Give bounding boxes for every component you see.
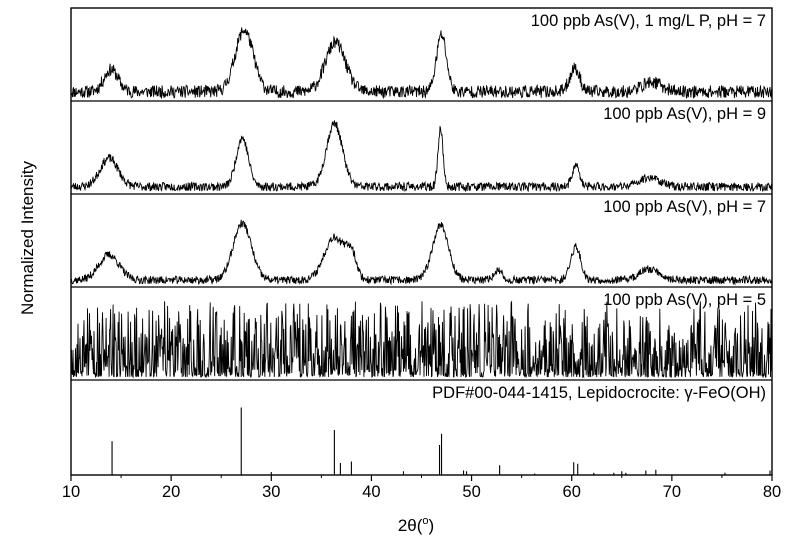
- x-tick-label: 60: [563, 483, 581, 501]
- reference-label-end: -FeO(OH): [693, 384, 766, 402]
- x-axis-ticks: 10 20 30 40 50 60 70 80: [62, 475, 781, 501]
- panel-labels: 100 ppb As(V), 1 mg/L P, pH = 7 100 ppb A…: [432, 12, 766, 402]
- trace-1: [70, 27, 773, 100]
- panel-label-2: 100 ppb As(V), pH = 9: [603, 105, 766, 123]
- x-tick-label: 80: [763, 483, 781, 501]
- reference-lines: [111, 407, 771, 475]
- x-tick-label: 50: [462, 483, 480, 501]
- plot-border: [70, 7, 773, 476]
- panel-label-3: 100 ppb As(V), pH = 7: [603, 198, 766, 216]
- x-tick-label: 10: [62, 483, 80, 501]
- plot-frame: [70, 7, 773, 476]
- trace-2: [70, 119, 773, 193]
- xrd-traces: [70, 27, 773, 379]
- x-tick-label: 20: [162, 483, 180, 501]
- x-axis-title-end: ): [429, 516, 435, 535]
- x-axis-title-base: 2θ(: [398, 516, 423, 535]
- trace-3: [70, 219, 773, 286]
- reference-label-gamma: γ: [684, 384, 693, 402]
- reference-label: PDF#00-044-1415, Lepidocrocite: γ-FeO(OH…: [432, 384, 766, 402]
- x-tick-label: 30: [262, 483, 280, 501]
- x-axis-title-degree: o: [422, 515, 428, 527]
- y-axis-title: Normalized Intensity: [18, 161, 37, 316]
- trace-4: [70, 300, 773, 379]
- x-axis-title: 2θ(o): [398, 515, 434, 535]
- panel-label-1: 100 ppb As(V), 1 mg/L P, pH = 7: [531, 12, 766, 30]
- reference-label-base: PDF#00-044-1415, Lepidocrocite:: [432, 384, 684, 402]
- panel-label-4: 100 ppb As(V), pH = 5: [603, 291, 766, 309]
- x-tick-label: 40: [362, 483, 380, 501]
- x-tick-label: 70: [663, 483, 681, 501]
